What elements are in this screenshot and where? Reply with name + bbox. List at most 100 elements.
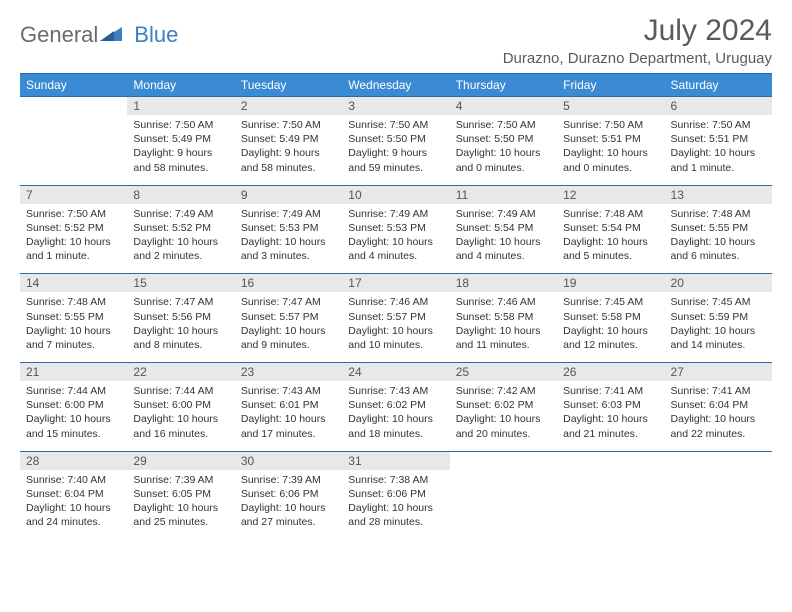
- day-number-cell: 20: [665, 274, 772, 293]
- day-number-cell: [20, 97, 127, 116]
- day-content-cell: Sunrise: 7:49 AMSunset: 5:52 PMDaylight:…: [127, 204, 234, 274]
- sunset-text: Sunset: 5:50 PM: [456, 132, 551, 146]
- day-number-row: 28293031: [20, 451, 772, 470]
- day-number-cell: 3: [342, 97, 449, 116]
- sunrise-text: Sunrise: 7:43 AM: [348, 384, 443, 398]
- weekday-header: Saturday: [665, 74, 772, 97]
- sunrise-text: Sunrise: 7:50 AM: [26, 207, 121, 221]
- day-number-cell: 24: [342, 363, 449, 382]
- daylight-text: Daylight: 10 hours and 16 minutes.: [133, 412, 228, 440]
- day-number-cell: 22: [127, 363, 234, 382]
- sunset-text: Sunset: 5:53 PM: [241, 221, 336, 235]
- sunrise-text: Sunrise: 7:48 AM: [671, 207, 766, 221]
- day-number-row: 21222324252627: [20, 363, 772, 382]
- sunrise-text: Sunrise: 7:48 AM: [26, 295, 121, 309]
- daylight-text: Daylight: 10 hours and 24 minutes.: [26, 501, 121, 529]
- sunset-text: Sunset: 6:06 PM: [241, 487, 336, 501]
- weekday-header-row: Sunday Monday Tuesday Wednesday Thursday…: [20, 74, 772, 97]
- sunrise-text: Sunrise: 7:42 AM: [456, 384, 551, 398]
- daylight-text: Daylight: 10 hours and 28 minutes.: [348, 501, 443, 529]
- sunset-text: Sunset: 5:51 PM: [671, 132, 766, 146]
- sunset-text: Sunset: 5:55 PM: [671, 221, 766, 235]
- day-content-cell: Sunrise: 7:39 AMSunset: 6:06 PMDaylight:…: [235, 470, 342, 540]
- sunrise-text: Sunrise: 7:46 AM: [348, 295, 443, 309]
- day-number-row: 78910111213: [20, 185, 772, 204]
- day-number-cell: 25: [450, 363, 557, 382]
- location-text: Durazno, Durazno Department, Uruguay: [503, 50, 772, 67]
- day-number-cell: 19: [557, 274, 664, 293]
- day-content-cell: Sunrise: 7:50 AMSunset: 5:49 PMDaylight:…: [127, 115, 234, 185]
- day-number-cell: 5: [557, 97, 664, 116]
- sunrise-text: Sunrise: 7:47 AM: [133, 295, 228, 309]
- month-title: July 2024: [503, 14, 772, 48]
- day-number-cell: 12: [557, 185, 664, 204]
- daylight-text: Daylight: 9 hours and 58 minutes.: [241, 146, 336, 174]
- day-number-cell: 8: [127, 185, 234, 204]
- title-block: July 2024 Durazno, Durazno Department, U…: [503, 14, 772, 67]
- day-content-cell: Sunrise: 7:49 AMSunset: 5:53 PMDaylight:…: [342, 204, 449, 274]
- day-content-row: Sunrise: 7:48 AMSunset: 5:55 PMDaylight:…: [20, 292, 772, 362]
- day-content-cell: Sunrise: 7:38 AMSunset: 6:06 PMDaylight:…: [342, 470, 449, 540]
- day-content-cell: Sunrise: 7:44 AMSunset: 6:00 PMDaylight:…: [20, 381, 127, 451]
- sunrise-text: Sunrise: 7:44 AM: [133, 384, 228, 398]
- daylight-text: Daylight: 10 hours and 5 minutes.: [563, 235, 658, 263]
- day-content-cell: Sunrise: 7:42 AMSunset: 6:02 PMDaylight:…: [450, 381, 557, 451]
- day-number-cell: 30: [235, 451, 342, 470]
- day-content-cell: Sunrise: 7:49 AMSunset: 5:54 PMDaylight:…: [450, 204, 557, 274]
- sunrise-text: Sunrise: 7:49 AM: [241, 207, 336, 221]
- sunset-text: Sunset: 5:53 PM: [348, 221, 443, 235]
- day-content-row: Sunrise: 7:44 AMSunset: 6:00 PMDaylight:…: [20, 381, 772, 451]
- day-number-cell: 31: [342, 451, 449, 470]
- day-content-cell: [557, 470, 664, 540]
- day-number-cell: 18: [450, 274, 557, 293]
- sunrise-text: Sunrise: 7:48 AM: [563, 207, 658, 221]
- sunset-text: Sunset: 6:02 PM: [348, 398, 443, 412]
- daylight-text: Daylight: 10 hours and 1 minute.: [671, 146, 766, 174]
- day-number-cell: [665, 451, 772, 470]
- sunrise-text: Sunrise: 7:50 AM: [133, 118, 228, 132]
- sunrise-text: Sunrise: 7:39 AM: [133, 473, 228, 487]
- logo: General Blue: [20, 14, 178, 48]
- day-content-cell: Sunrise: 7:39 AMSunset: 6:05 PMDaylight:…: [127, 470, 234, 540]
- day-number-cell: 10: [342, 185, 449, 204]
- sunset-text: Sunset: 6:04 PM: [671, 398, 766, 412]
- daylight-text: Daylight: 9 hours and 59 minutes.: [348, 146, 443, 174]
- day-content-cell: Sunrise: 7:50 AMSunset: 5:52 PMDaylight:…: [20, 204, 127, 274]
- sunrise-text: Sunrise: 7:41 AM: [563, 384, 658, 398]
- daylight-text: Daylight: 10 hours and 0 minutes.: [456, 146, 551, 174]
- day-content-cell: Sunrise: 7:50 AMSunset: 5:50 PMDaylight:…: [450, 115, 557, 185]
- calendar-table: Sunday Monday Tuesday Wednesday Thursday…: [20, 73, 772, 539]
- weekday-header: Sunday: [20, 74, 127, 97]
- day-number-cell: 26: [557, 363, 664, 382]
- sunrise-text: Sunrise: 7:50 AM: [241, 118, 336, 132]
- sunset-text: Sunset: 5:54 PM: [563, 221, 658, 235]
- day-content-row: Sunrise: 7:50 AMSunset: 5:49 PMDaylight:…: [20, 115, 772, 185]
- day-number-cell: 27: [665, 363, 772, 382]
- daylight-text: Daylight: 10 hours and 7 minutes.: [26, 324, 121, 352]
- sunrise-text: Sunrise: 7:40 AM: [26, 473, 121, 487]
- day-number-cell: 7: [20, 185, 127, 204]
- daylight-text: Daylight: 10 hours and 11 minutes.: [456, 324, 551, 352]
- day-number-cell: 14: [20, 274, 127, 293]
- sunrise-text: Sunrise: 7:45 AM: [671, 295, 766, 309]
- sunrise-text: Sunrise: 7:46 AM: [456, 295, 551, 309]
- sunset-text: Sunset: 5:49 PM: [241, 132, 336, 146]
- day-number-cell: 16: [235, 274, 342, 293]
- sunset-text: Sunset: 5:58 PM: [456, 310, 551, 324]
- day-number-cell: 2: [235, 97, 342, 116]
- sunset-text: Sunset: 6:00 PM: [133, 398, 228, 412]
- weekday-header: Wednesday: [342, 74, 449, 97]
- page-header: General Blue July 2024 Durazno, Durazno …: [20, 14, 772, 67]
- logo-text-blue: Blue: [134, 22, 178, 48]
- calendar-body: 123456Sunrise: 7:50 AMSunset: 5:49 PMDay…: [20, 97, 772, 540]
- day-content-cell: Sunrise: 7:49 AMSunset: 5:53 PMDaylight:…: [235, 204, 342, 274]
- daylight-text: Daylight: 10 hours and 12 minutes.: [563, 324, 658, 352]
- sunrise-text: Sunrise: 7:45 AM: [563, 295, 658, 309]
- daylight-text: Daylight: 10 hours and 9 minutes.: [241, 324, 336, 352]
- day-number-cell: 29: [127, 451, 234, 470]
- sunrise-text: Sunrise: 7:50 AM: [456, 118, 551, 132]
- daylight-text: Daylight: 10 hours and 3 minutes.: [241, 235, 336, 263]
- sunset-text: Sunset: 5:51 PM: [563, 132, 658, 146]
- weekday-header: Monday: [127, 74, 234, 97]
- daylight-text: Daylight: 10 hours and 15 minutes.: [26, 412, 121, 440]
